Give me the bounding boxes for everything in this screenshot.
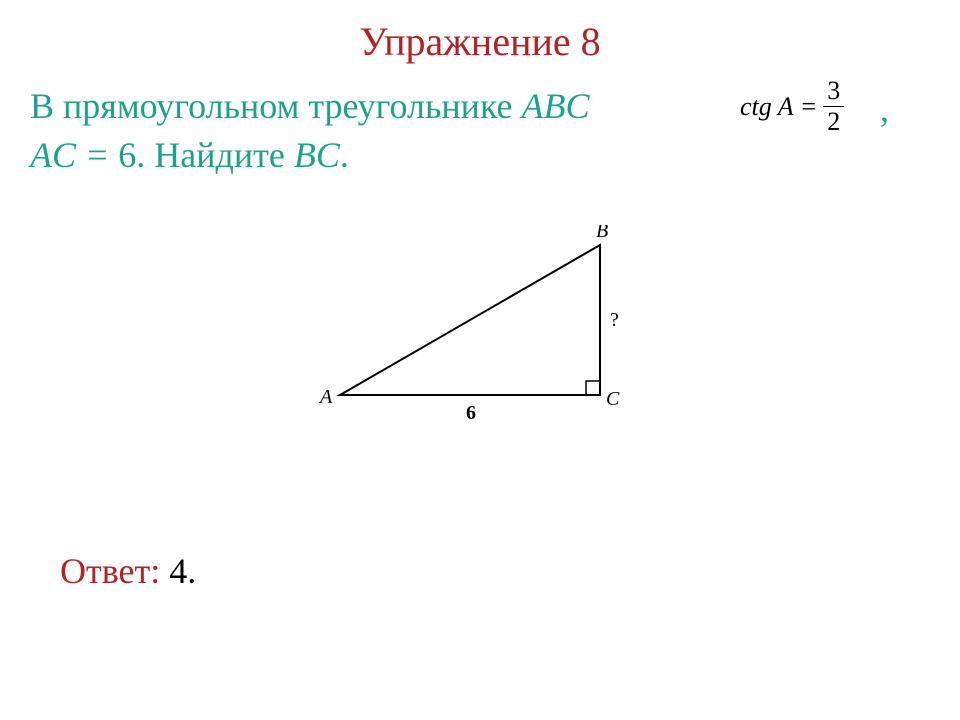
svg-text:B: B [596, 225, 608, 242]
answer-value: 4. [169, 551, 196, 591]
answer-label: Ответ: [60, 551, 169, 591]
formula-den: 2 [823, 106, 844, 135]
formula-fraction: 3 2 [823, 78, 844, 135]
answer-block: Ответ: 4. [60, 550, 196, 592]
svg-text:6: 6 [466, 402, 476, 424]
triangle-figure: A B C 6? [305, 225, 655, 445]
exercise-title: Упражнение 8 [0, 18, 960, 65]
triangle-svg: A B C 6? [305, 225, 655, 445]
problem-comma: , [880, 88, 889, 130]
problem-line2-b: . Найдите [136, 135, 294, 175]
svg-text:?: ? [610, 309, 619, 331]
formula-num: 3 [823, 78, 844, 106]
problem-line1-a: В прямоугольном треугольнике [30, 86, 522, 126]
formula-ctg: ctg A = 3 2 [740, 78, 844, 135]
problem-bc: BC [294, 135, 340, 175]
problem-ac: AC = [30, 135, 118, 175]
problem-ac-val: 6 [118, 135, 136, 175]
svg-text:A: A [318, 386, 333, 408]
formula-lhs: ctg A = [740, 92, 817, 122]
problem-abc: ABC [522, 86, 590, 126]
svg-text:C: C [606, 388, 620, 410]
problem-line2-c: . [340, 135, 349, 175]
